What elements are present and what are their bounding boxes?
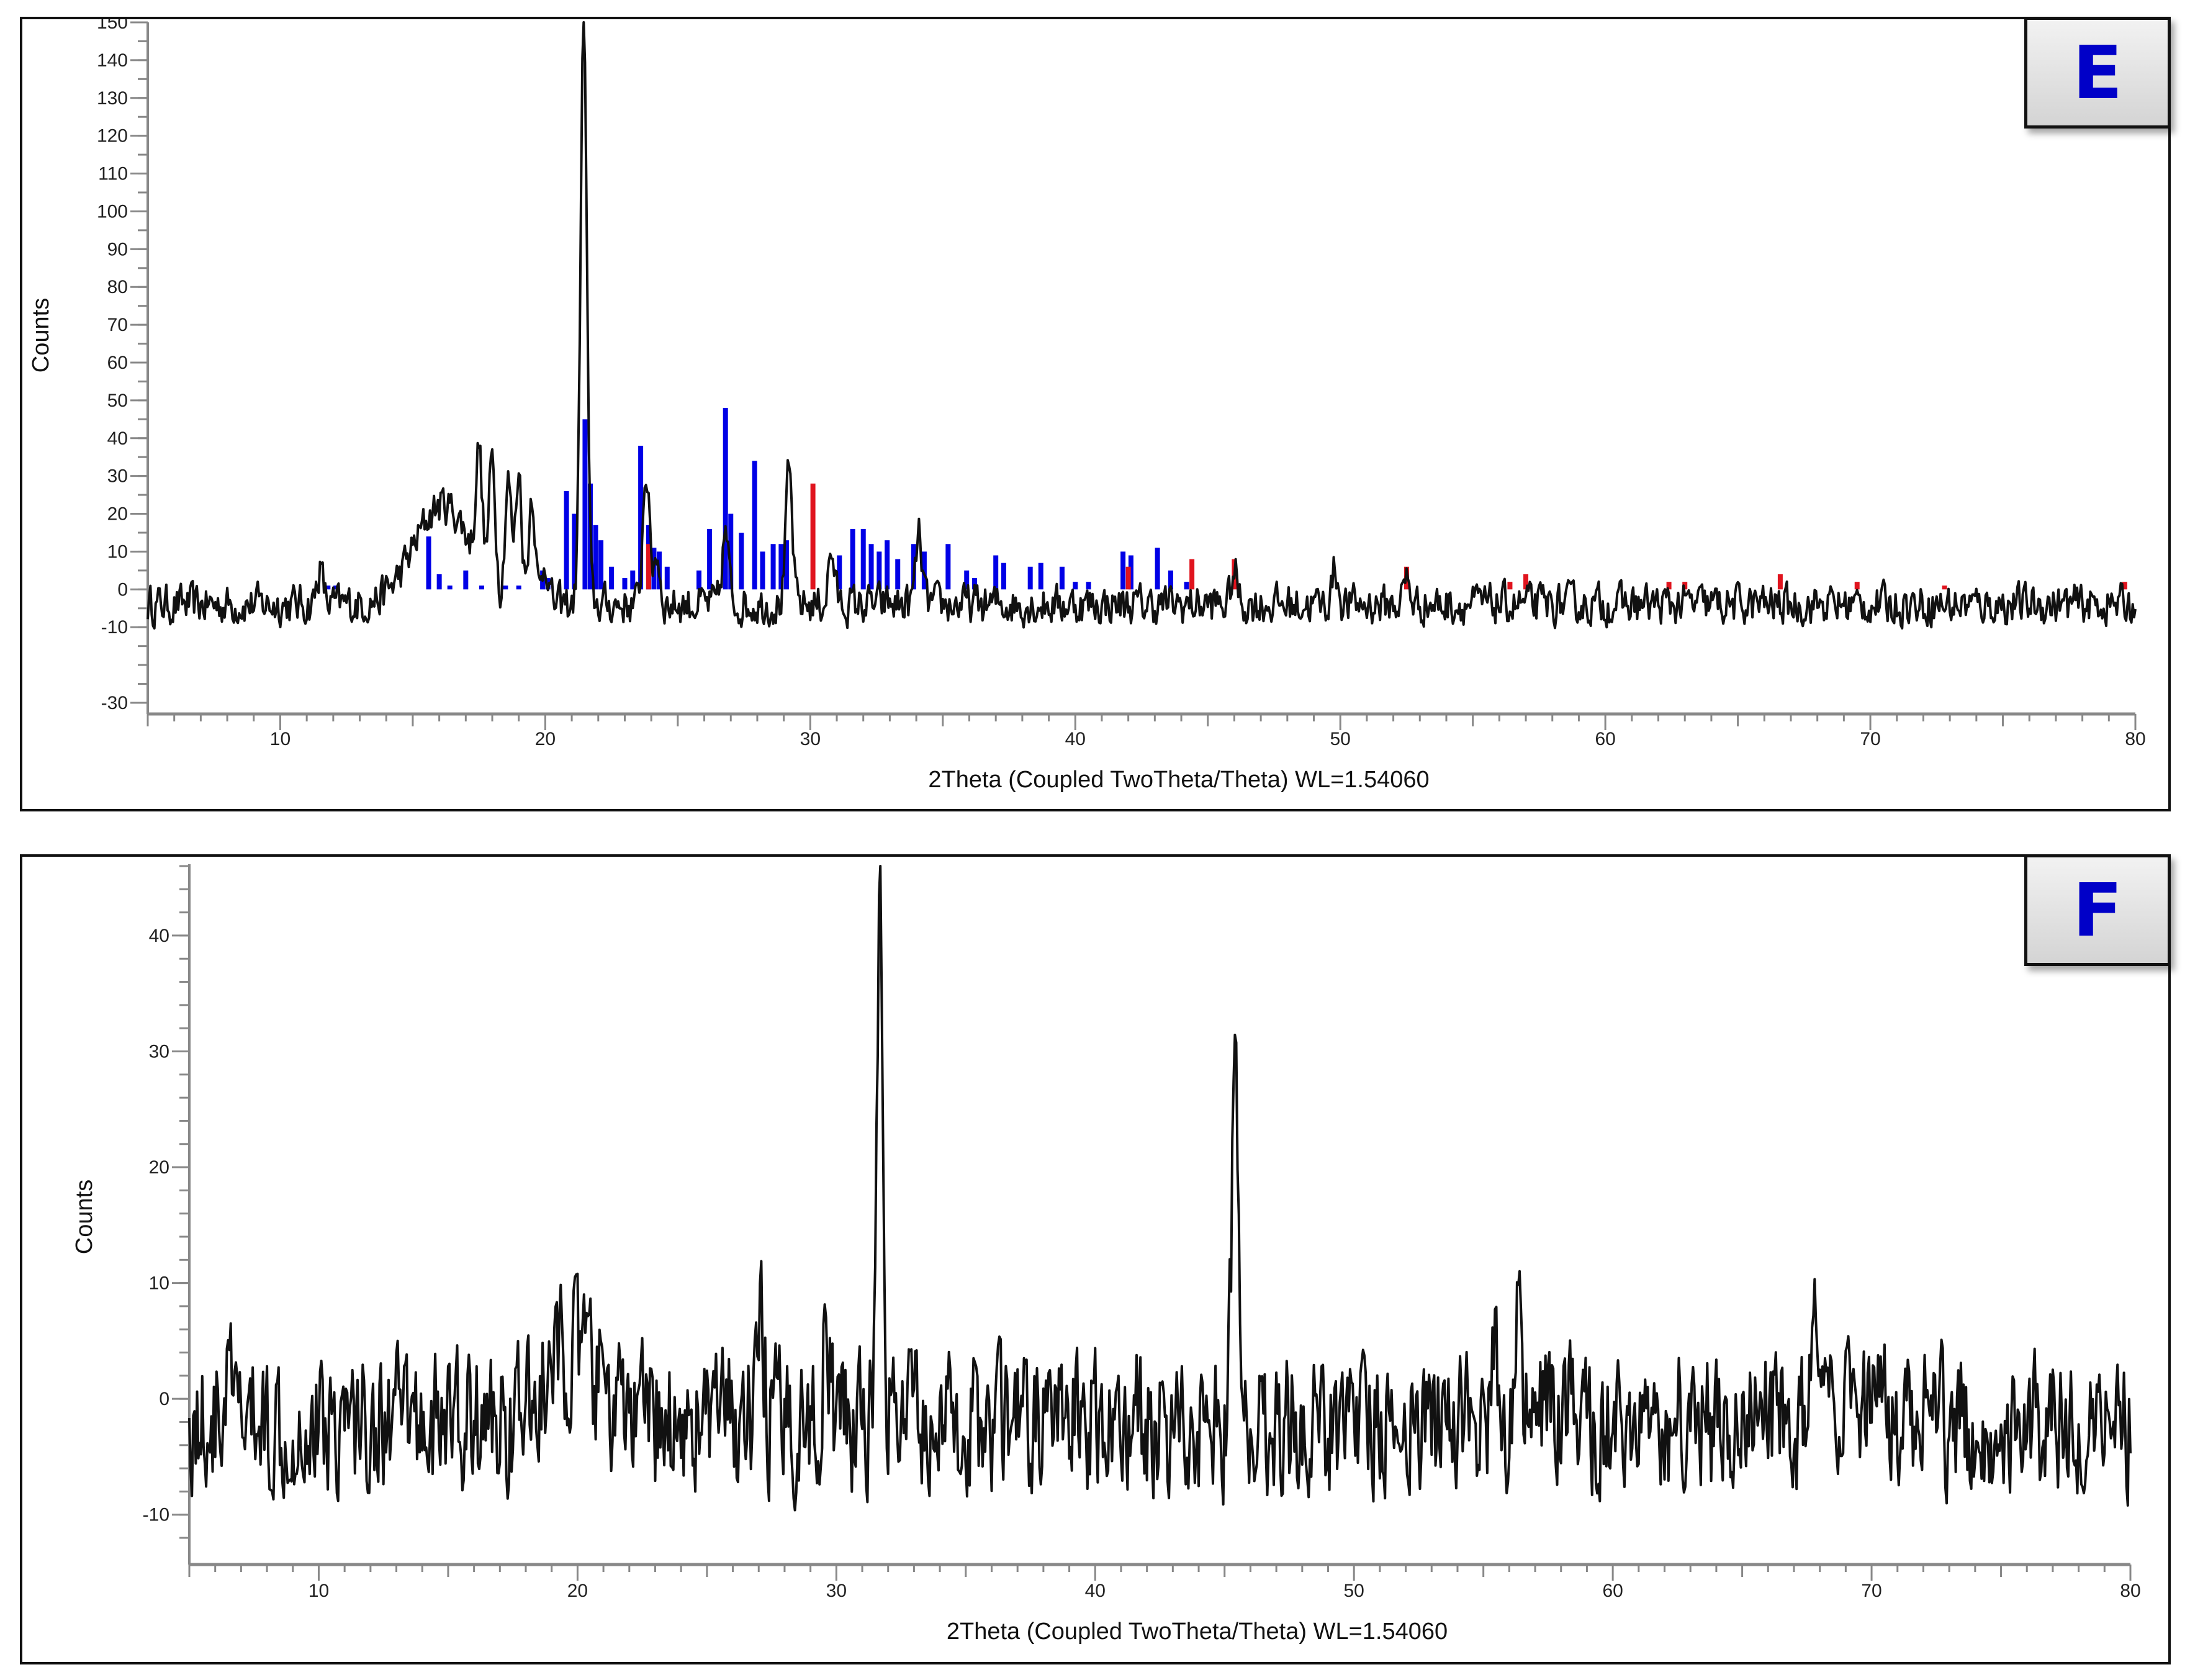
- y-tick-label: 90: [107, 239, 128, 260]
- x-tick-label: 10: [309, 1581, 329, 1601]
- y-axis-title: Counts: [28, 298, 54, 373]
- xrd-panel-e: 150 140 130 120 110 100 90 80 70 60 50 40 30 20 10 0 -10…: [20, 17, 2171, 811]
- y-tick-label: 30: [107, 466, 128, 487]
- panel-label-e: E: [2024, 17, 2171, 129]
- x-axis-title: 2Theta (Coupled TwoTheta/Theta) WL=1.540…: [928, 767, 1429, 793]
- y-tick-label: 140: [97, 50, 128, 71]
- x-tick-label: 40: [1065, 729, 1086, 749]
- x-tick-label: 50: [1330, 729, 1351, 749]
- y-tick-label: -30: [101, 693, 128, 713]
- chart-e-plot: 1501401301201101009080706050403020100-10…: [28, 19, 2146, 793]
- x-tick-label: 20: [567, 1581, 588, 1601]
- y-tick-label: 50: [107, 391, 128, 411]
- y-tick-label: 30: [149, 1041, 169, 1062]
- x-tick-label: 70: [1860, 729, 1880, 749]
- y-tick-label: 150: [97, 19, 128, 33]
- x-tick-label: 60: [1595, 729, 1615, 749]
- y-tick-label: 120: [97, 126, 128, 147]
- y-tick-label: -10: [143, 1505, 169, 1525]
- y-tick-label: 0: [159, 1389, 169, 1409]
- y-tick-label: 130: [97, 88, 128, 109]
- xrd-panel-f: 40 30 20 10 0 -10 10 20 30 40 50 60 70 80 2Theta (Coup…: [20, 854, 2171, 1664]
- y-tick-label: 70: [107, 315, 128, 335]
- y-tick-label: -10: [101, 617, 128, 638]
- panel-label-e-text: E: [2072, 30, 2123, 115]
- x-tick-label: 10: [270, 729, 291, 749]
- y-tick-label: 100: [97, 201, 128, 222]
- y-tick-label: 40: [149, 926, 169, 946]
- y-tick-label: 110: [98, 164, 128, 184]
- reference-sticks: [646, 483, 2127, 590]
- y-tick-label: 20: [107, 504, 128, 525]
- x-tick-label: 30: [826, 1581, 847, 1601]
- reference-sticks: [325, 408, 1189, 590]
- y-tick-label: 60: [107, 353, 128, 373]
- panel-label-f-text: F: [2072, 867, 2123, 953]
- x-tick-label: 50: [1344, 1581, 1364, 1601]
- diffraction-pattern-line: [146, 21, 2137, 630]
- y-tick-label: 10: [107, 541, 128, 562]
- x-tick-label: 40: [1085, 1581, 1106, 1601]
- x-tick-label: 80: [2125, 729, 2145, 749]
- x-tick-label: 80: [2120, 1581, 2140, 1601]
- chart-f-plot: 40 30 20 10 0 -10 10 20 30 40 50 60 70 80 2Theta (Coup…: [71, 864, 2141, 1645]
- y-tick-label: 10: [149, 1273, 169, 1294]
- x-tick-label: 70: [1861, 1581, 1881, 1601]
- panel-label-f: F: [2024, 854, 2171, 966]
- y-tick-label: 80: [107, 277, 128, 297]
- x-axis-title: 2Theta (Coupled TwoTheta/Theta) WL=1.540…: [947, 1619, 1448, 1645]
- y-axis-title: Counts: [71, 1180, 97, 1254]
- y-tick-label: 20: [149, 1157, 169, 1178]
- x-tick-label: 20: [535, 729, 556, 749]
- diffraction-pattern-line: [188, 865, 2132, 1512]
- x-tick-label: 60: [1602, 1581, 1623, 1601]
- y-tick-label: 40: [107, 428, 128, 449]
- y-tick-label: 0: [117, 579, 128, 600]
- x-tick-label: 30: [800, 729, 821, 749]
